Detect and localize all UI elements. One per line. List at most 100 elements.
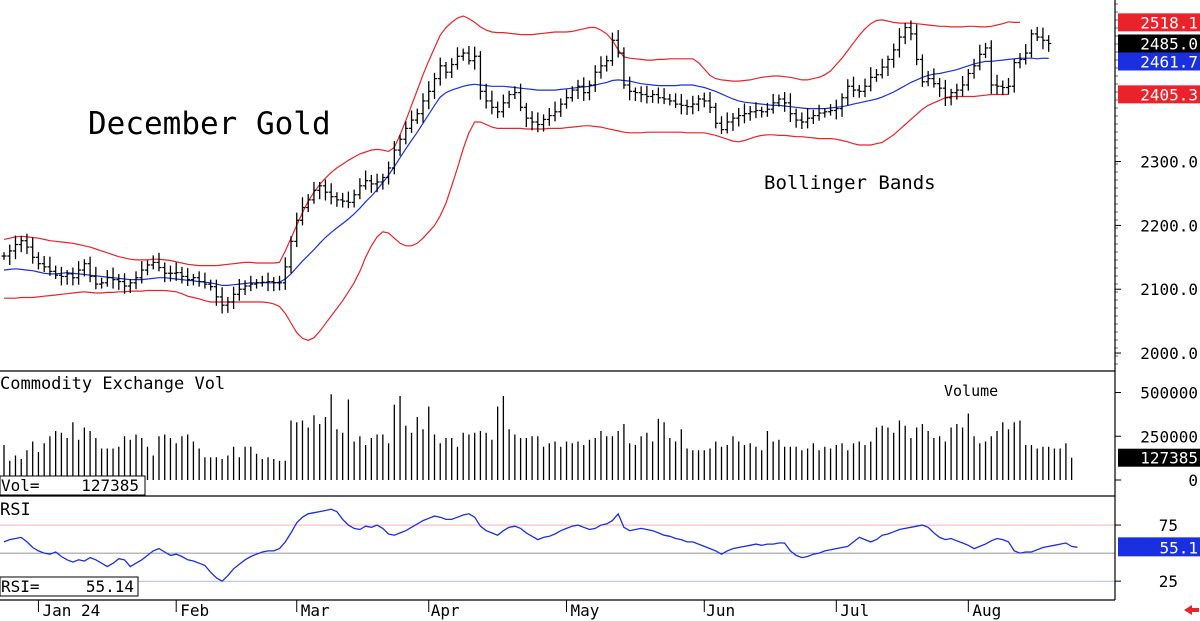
scroll-left-arrow-icon bbox=[1184, 605, 1199, 615]
x-axis-month-label: Feb bbox=[180, 601, 209, 620]
price-bar bbox=[696, 95, 702, 112]
price-bar bbox=[552, 101, 558, 122]
price-bar bbox=[190, 273, 196, 286]
price-bar bbox=[282, 257, 288, 290]
price-bar bbox=[856, 84, 862, 98]
price-bar bbox=[116, 273, 122, 290]
price-bar bbox=[87, 256, 93, 283]
price-bar bbox=[965, 69, 971, 91]
price-bar bbox=[472, 46, 478, 70]
price-bar bbox=[805, 107, 811, 129]
price-bar bbox=[299, 197, 305, 226]
price-bar bbox=[466, 46, 472, 65]
price-bar bbox=[615, 30, 621, 58]
price-bar bbox=[139, 261, 145, 284]
price-bar bbox=[477, 51, 483, 100]
price-bar bbox=[960, 76, 966, 97]
x-axis-month-label: Aug bbox=[972, 601, 1001, 620]
price-bar bbox=[839, 93, 845, 117]
price-bar bbox=[678, 93, 684, 115]
price-bar bbox=[638, 86, 644, 103]
price-bar bbox=[351, 189, 357, 208]
price-bar bbox=[64, 270, 70, 285]
price-bar bbox=[799, 112, 805, 130]
price-bar bbox=[420, 93, 426, 123]
price-bar bbox=[1028, 29, 1034, 58]
price-axis-tick-label: 2000.0 bbox=[1140, 344, 1198, 363]
volume-axis-tick-label: 500000 bbox=[1140, 384, 1198, 403]
price-bar bbox=[334, 192, 340, 207]
price-bar bbox=[374, 173, 380, 193]
rsi-axis-tick-label: 75 bbox=[1159, 516, 1178, 535]
price-bar bbox=[340, 192, 346, 208]
price-bar bbox=[684, 99, 690, 115]
price-bar bbox=[609, 32, 615, 66]
price-bar bbox=[24, 233, 30, 255]
price-bar bbox=[127, 279, 133, 294]
rsi-last-marker: 55.1 bbox=[1118, 537, 1200, 557]
price-bar bbox=[391, 141, 397, 175]
price-bar bbox=[586, 80, 592, 101]
price-bar bbox=[489, 90, 495, 115]
price-bar bbox=[248, 275, 254, 292]
rsi-readout-label: RSI= bbox=[1, 577, 40, 596]
price-bar bbox=[311, 181, 317, 204]
rsi-readout-box bbox=[0, 576, 139, 597]
price-bar bbox=[202, 272, 208, 289]
price-bar bbox=[380, 173, 386, 190]
rsi-last-marker-label: 55.1 bbox=[1159, 538, 1198, 557]
price-bar bbox=[53, 265, 59, 280]
price-bar bbox=[833, 99, 839, 120]
volume-panel: 500000 250000 0 Vol= 127385 127385 bbox=[0, 384, 1200, 496]
volume-axis-tick-label: 250000 bbox=[1140, 427, 1198, 446]
x-axis-month-label: Mar bbox=[301, 601, 330, 620]
price-bar bbox=[954, 83, 960, 100]
price-bar bbox=[133, 271, 139, 290]
price-bar bbox=[621, 47, 627, 89]
price-bar bbox=[81, 259, 87, 277]
price-bars bbox=[1, 20, 1052, 314]
price-bar bbox=[793, 108, 799, 128]
upper-band-marker-box bbox=[1118, 13, 1200, 32]
price-bar bbox=[386, 161, 392, 185]
x-axis-month-label: May bbox=[571, 601, 600, 620]
price-bar bbox=[787, 93, 793, 122]
price-bar bbox=[655, 87, 661, 104]
price-bar bbox=[1011, 58, 1017, 93]
price-bar bbox=[736, 107, 742, 127]
price-bar bbox=[730, 113, 736, 131]
price-bar bbox=[30, 237, 36, 264]
chart-frame bbox=[0, 0, 1118, 601]
price-bar bbox=[891, 43, 897, 68]
price-bar bbox=[225, 296, 231, 313]
price-bar bbox=[828, 104, 834, 116]
price-bar bbox=[701, 92, 707, 108]
price-bar bbox=[908, 20, 914, 41]
price-bar bbox=[896, 28, 902, 58]
price-panel: 2000.0 2100.0 2200.0 2300.0 2518.1 2461.72485… bbox=[1, 13, 1200, 363]
price-bar bbox=[879, 58, 885, 79]
upper-bollinger-band bbox=[3, 15, 1020, 267]
price-bar bbox=[345, 191, 351, 209]
x-axis-month-label: Jul bbox=[840, 601, 869, 620]
price-bar bbox=[667, 93, 673, 106]
price-bar bbox=[506, 90, 512, 108]
price-bar bbox=[931, 68, 937, 88]
volume-last-marker-label: 127385 bbox=[1140, 449, 1198, 468]
middle-band-marker-label: 2461.7 bbox=[1140, 52, 1198, 71]
price-bar bbox=[851, 76, 857, 98]
price-bar bbox=[741, 103, 747, 124]
price-bar bbox=[822, 107, 828, 118]
price-bar bbox=[368, 174, 374, 193]
price-bar bbox=[35, 252, 41, 270]
price-bar bbox=[104, 270, 110, 287]
price-axis-tick-label: 2300.0 bbox=[1140, 153, 1198, 172]
price-bar bbox=[328, 183, 334, 205]
last-price-marker: 2485.0 bbox=[1118, 34, 1200, 53]
price-bar bbox=[167, 265, 173, 282]
price-bar bbox=[363, 170, 369, 190]
price-bar bbox=[265, 272, 271, 292]
price-bar bbox=[162, 262, 168, 283]
price-bar bbox=[495, 101, 501, 119]
price-bar bbox=[437, 57, 443, 86]
